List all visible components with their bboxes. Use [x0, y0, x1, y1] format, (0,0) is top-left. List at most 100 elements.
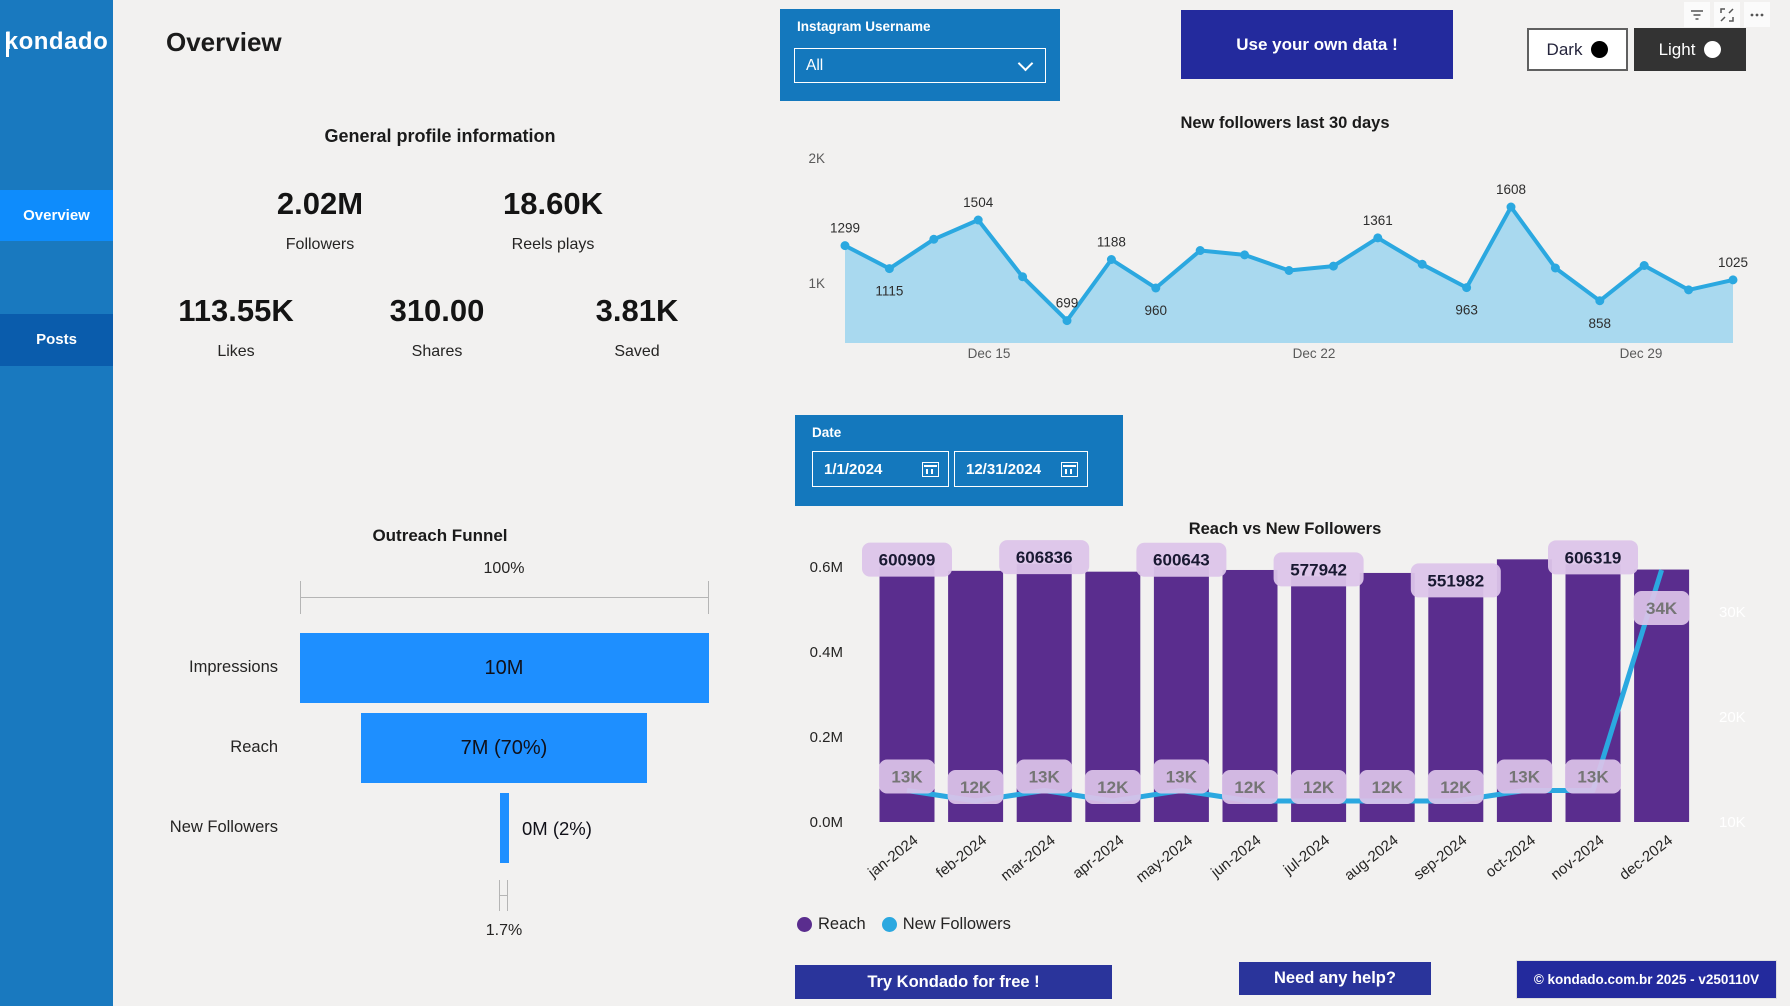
reach-vs-followers-chart[interactable]: 0.0M 0.2M 0.4M 0.6M 10K 20K 30K 600909 606836 600…: [795, 540, 1790, 945]
calendar-icon[interactable]: [1061, 461, 1078, 477]
chevron-down-icon: [1017, 55, 1034, 72]
new-followers-chart[interactable]: 1K 2K 1299 1115 1504 699 1188 960 1361 963 1608 858…: [795, 105, 1790, 365]
instagram-username-filter: Instagram Username All: [780, 9, 1060, 101]
svg-text:nov-2024: nov-2024: [1548, 832, 1608, 884]
svg-text:13K: 13K: [1029, 768, 1061, 787]
funnel-bar-value: 7M (70%): [460, 736, 548, 759]
stat-value: 2.02M: [276, 186, 364, 221]
sidebar-item-overview[interactable]: Overview: [0, 190, 113, 241]
svg-text:12K: 12K: [1097, 778, 1129, 797]
funnel-bar-impressions[interactable]: 10M: [299, 633, 709, 703]
stat-followers: 2.02M Followers: [220, 186, 420, 254]
svg-text:1115: 1115: [875, 284, 903, 299]
stat-shares: 310.00 Shares: [337, 293, 537, 361]
reach-dot-icon: [797, 917, 812, 932]
stat-label: Shares: [411, 343, 463, 360]
chart-legend: Reach New Followers: [797, 915, 1011, 934]
calendar-icon[interactable]: [922, 461, 939, 477]
svg-text:13K: 13K: [1509, 768, 1541, 787]
svg-text:dec-2024: dec-2024: [1616, 832, 1676, 884]
svg-text:10K: 10K: [1719, 814, 1746, 831]
legend-label: New Followers: [902, 915, 1011, 933]
svg-text:577942: 577942: [1290, 560, 1347, 579]
svg-text:551982: 551982: [1427, 571, 1484, 590]
funnel-stage-label: Reach: [230, 738, 278, 756]
stat-reels-plays: 18.60K Reels plays: [453, 186, 653, 254]
svg-text:0.0M: 0.0M: [810, 814, 843, 831]
instagram-username-dropdown[interactable]: All: [794, 48, 1046, 83]
light-theme-button[interactable]: Light: [1634, 28, 1746, 71]
svg-text:Dec 15: Dec 15: [968, 346, 1011, 361]
stat-likes: 113.55K Likes: [136, 293, 336, 361]
svg-text:858: 858: [1589, 316, 1612, 331]
svg-text:20K: 20K: [1719, 709, 1746, 726]
svg-text:13K: 13K: [891, 768, 923, 787]
funnel-bar-reach[interactable]: 7M (70%): [360, 713, 648, 783]
dark-dot-icon: [1591, 41, 1609, 58]
light-label: Light: [1658, 39, 1696, 59]
filter-icon[interactable]: [1684, 2, 1710, 27]
need-help-button[interactable]: Need any help?: [1239, 962, 1431, 995]
stat-label: Followers: [285, 236, 355, 253]
filter-label: Instagram Username: [797, 19, 931, 34]
svg-text:30K: 30K: [1719, 604, 1746, 621]
svg-text:may-2024: may-2024: [1133, 832, 1196, 886]
try-kondado-button[interactable]: Try Kondado for free !: [795, 965, 1112, 999]
svg-text:12K: 12K: [960, 778, 992, 797]
line-chart-title: New followers last 30 days: [1180, 114, 1390, 132]
svg-text:jan-2024: jan-2024: [864, 832, 921, 882]
focus-mode-icon[interactable]: [1714, 2, 1740, 27]
svg-text:1299: 1299: [830, 221, 860, 236]
filter-label: Date: [812, 425, 842, 440]
svg-text:13K: 13K: [1166, 768, 1198, 787]
funnel-bottom-percent: 1.7%: [485, 922, 523, 939]
sidebar-item-posts[interactable]: Posts: [0, 314, 113, 366]
svg-text:12K: 12K: [1372, 778, 1404, 797]
app-logo: kondado: [4, 28, 109, 55]
svg-text:600643: 600643: [1153, 551, 1210, 570]
svg-text:606836: 606836: [1016, 548, 1073, 567]
date-start-input[interactable]: 1/1/2024: [812, 451, 949, 487]
dark-theme-button[interactable]: Dark: [1527, 28, 1628, 71]
page-title: Overview: [166, 27, 282, 57]
svg-text:sep-2024: sep-2024: [1410, 832, 1470, 884]
stat-value: 18.60K: [503, 186, 603, 221]
svg-text:1361: 1361: [1363, 213, 1393, 228]
svg-text:1608: 1608: [1496, 182, 1526, 197]
date-filter: Date 1/1/2024 12/31/2024: [795, 415, 1123, 506]
sidebar: kondado Overview Posts: [0, 0, 113, 1006]
svg-text:jun-2024: jun-2024: [1207, 832, 1264, 882]
date-end-input[interactable]: 12/31/2024: [954, 451, 1088, 487]
funnel-bracket: [499, 895, 508, 896]
new-followers-dot-icon: [881, 917, 897, 932]
stat-label: Reels plays: [511, 236, 595, 253]
stat-value: 310.00: [389, 293, 485, 328]
funnel-title: Outreach Funnel: [372, 526, 508, 545]
more-options-icon[interactable]: [1744, 2, 1770, 27]
svg-text:13K: 13K: [1577, 768, 1609, 787]
svg-text:jul-2024: jul-2024: [1280, 832, 1333, 879]
legend-item-reach[interactable]: Reach: [797, 915, 866, 934]
svg-text:0.4M: 0.4M: [810, 644, 843, 661]
svg-text:12K: 12K: [1303, 778, 1335, 797]
funnel-bar-value: 10M: [484, 656, 524, 679]
funnel-bar-new-followers[interactable]: [499, 793, 509, 863]
light-dot-icon: [1704, 41, 1722, 58]
svg-text:mar-2024: mar-2024: [998, 832, 1059, 885]
funnel-bar-value: 0M (2%): [522, 818, 592, 839]
svg-text:1025: 1025: [1718, 255, 1748, 270]
use-own-data-button[interactable]: Use your own data !: [1181, 10, 1453, 79]
logo-mark: [6, 32, 9, 57]
date-start-value: 1/1/2024: [824, 460, 883, 478]
svg-text:699: 699: [1056, 296, 1079, 311]
profile-stats-title: General profile information: [324, 126, 556, 146]
legend-item-new-followers[interactable]: New Followers: [881, 915, 1011, 934]
stat-value: 3.81K: [595, 293, 679, 328]
svg-text:34K: 34K: [1646, 599, 1678, 618]
svg-text:960: 960: [1145, 303, 1168, 318]
funnel-bracket: [300, 597, 709, 598]
dropdown-value: All: [806, 56, 824, 74]
svg-text:0.6M: 0.6M: [810, 559, 843, 576]
funnel-stage-label: New Followers: [169, 818, 278, 836]
